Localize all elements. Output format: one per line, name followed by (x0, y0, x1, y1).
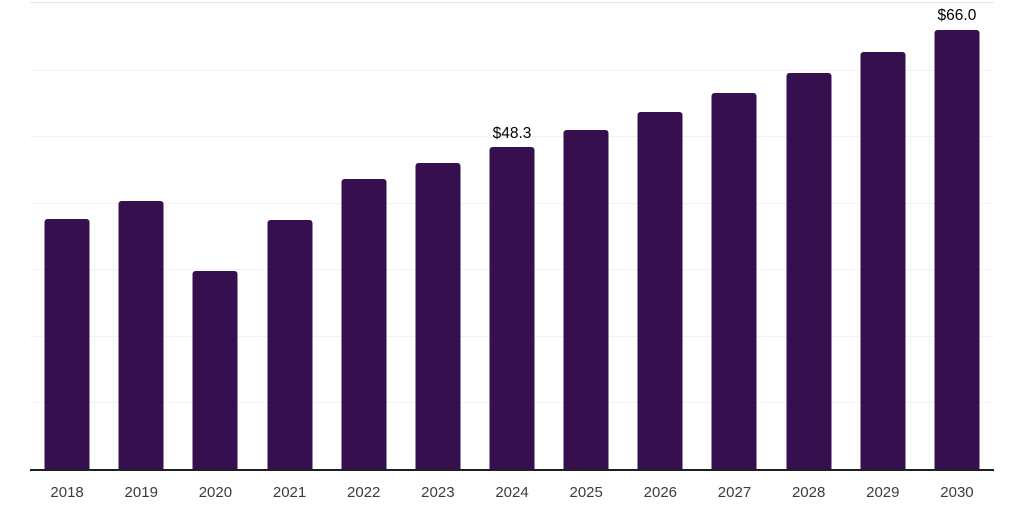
gridline (30, 136, 994, 138)
bar-2029 (860, 51, 906, 469)
bar-2023 (415, 162, 461, 469)
bar-column-2029 (846, 3, 920, 469)
bar-column-2026 (623, 3, 697, 469)
x-tick-label-2030: 2030 (940, 484, 974, 501)
x-tick-label-2028: 2028 (791, 484, 826, 501)
bar-column-2025 (549, 3, 623, 469)
plot-area: $48.3 $66.0 (30, 2, 994, 471)
bar-column-2020 (178, 3, 252, 469)
x-tick-label-2018: 2018 (50, 484, 84, 501)
bar-column-2018 (30, 3, 104, 469)
bar-2024 (489, 147, 535, 469)
bar-2019 (118, 201, 164, 469)
bar-column-2023 (401, 3, 475, 469)
x-tick-label-2021: 2021 (272, 484, 307, 501)
bar-value-label-2030: $66.0 (937, 7, 977, 25)
x-tick-label-2023: 2023 (421, 484, 455, 501)
bar-2025 (563, 130, 609, 469)
bar-2028 (786, 72, 832, 469)
bar-column-2024: $48.3 (475, 3, 549, 469)
bar-2030 (934, 29, 980, 469)
bars-container: $48.3 $66.0 (30, 3, 994, 469)
bar-column-2028 (772, 3, 846, 469)
bar-column-2021 (252, 3, 326, 469)
x-tick-label-2026: 2026 (643, 484, 678, 501)
bar-2026 (637, 112, 683, 469)
bar-2021 (267, 220, 313, 469)
bar-2018 (44, 218, 90, 469)
x-tick-label-2025: 2025 (569, 484, 603, 501)
x-tick-label-2024: 2024 (495, 484, 529, 501)
bar-column-2027 (697, 3, 771, 469)
x-tick-label-2020: 2020 (198, 484, 233, 501)
x-tick-label-2027: 2027 (717, 484, 752, 501)
bar-2027 (711, 92, 757, 469)
bar-column-2030: $66.0 (920, 3, 994, 469)
gridline (30, 69, 994, 71)
bar-column-2019 (104, 3, 178, 469)
bar-2020 (192, 270, 238, 469)
x-tick-label-2019: 2019 (124, 484, 158, 501)
bar-value-label-2024: $48.3 (492, 124, 532, 142)
x-axis: 2018 2019 2020 2021 2022 2023 2024 2025 2026 2027… (30, 470, 994, 500)
bar-2022 (341, 179, 387, 469)
x-tick-label-2029: 2029 (866, 484, 900, 501)
x-tick-label-2022: 2022 (347, 484, 381, 501)
bar-column-2022 (327, 3, 401, 469)
